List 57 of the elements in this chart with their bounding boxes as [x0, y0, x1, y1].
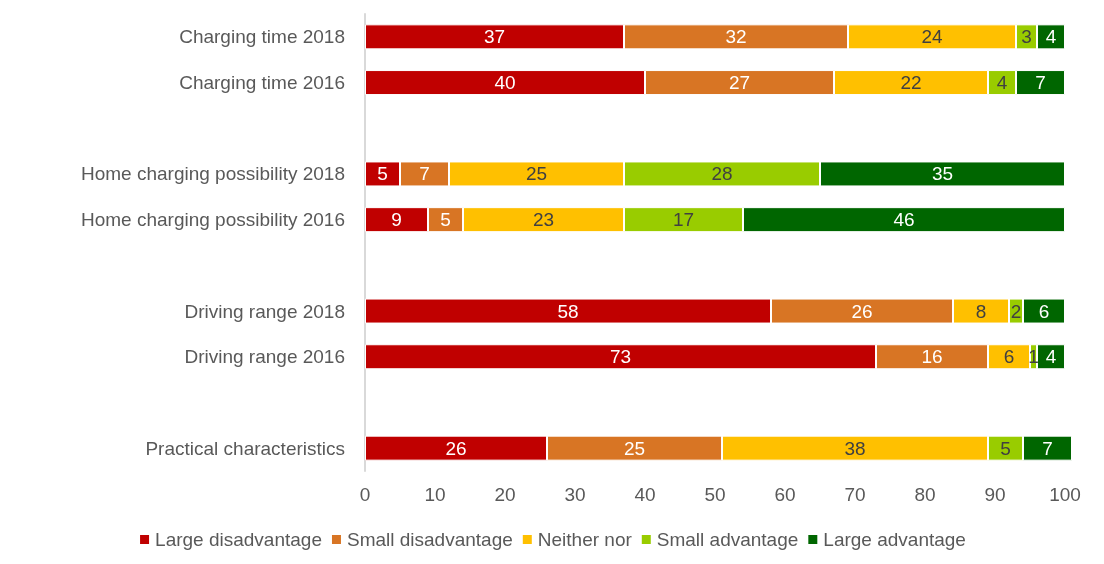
x-tick-label: 100	[1049, 484, 1081, 505]
y-tick-label: Charging time 2018	[179, 26, 345, 48]
data-label: 8	[975, 300, 987, 322]
data-label: 3	[1021, 26, 1032, 48]
data-label: 37	[483, 26, 506, 48]
data-label: 9	[391, 209, 402, 231]
data-label: 27	[728, 72, 751, 94]
y-tick-label: Home charging possibility 2018	[80, 163, 345, 185]
data-label: 26	[851, 300, 873, 322]
legend-label: Large disadvantage	[155, 529, 322, 550]
data-label: 6	[1038, 300, 1050, 322]
legend-label: Large advantage	[823, 529, 966, 550]
x-tick-label: 70	[844, 484, 866, 505]
x-tick-label: 90	[984, 484, 1006, 505]
x-tick-label: 0	[359, 484, 371, 505]
data-label: 2	[1010, 300, 1022, 322]
data-label: 16	[921, 346, 943, 368]
data-label: 5	[1000, 437, 1011, 459]
data-label: 58	[557, 300, 579, 322]
x-tick-label: 20	[494, 484, 516, 505]
y-tick-label: Driving range 2018	[184, 300, 345, 322]
x-tick-label: 40	[634, 484, 656, 505]
data-label: 28	[711, 163, 733, 185]
data-label: 5	[377, 163, 388, 185]
y-tick-label: Practical characteristics	[145, 437, 345, 459]
legend-label: Small advantage	[656, 529, 799, 550]
data-label: 4	[1045, 26, 1057, 48]
data-label: 6	[1003, 346, 1015, 368]
data-label: 23	[532, 209, 555, 231]
x-tick-label: 50	[704, 484, 726, 505]
data-label: 25	[525, 163, 548, 185]
y-tick-label: Home charging possibility 2016	[80, 209, 345, 231]
legend-label: Neither nor	[537, 529, 633, 550]
x-tick-label: 80	[914, 484, 936, 505]
legend-label: Small disadvantage	[346, 529, 513, 550]
data-label: 26	[445, 437, 467, 459]
data-label: 73	[609, 346, 632, 368]
x-tick-label: 30	[564, 484, 586, 505]
data-label: 4	[1045, 346, 1057, 368]
x-tick-label: 10	[424, 484, 446, 505]
data-label: 7	[1042, 437, 1053, 459]
data-label: 46	[893, 209, 915, 231]
data-label: 4	[996, 72, 1008, 94]
data-label: 32	[725, 26, 747, 48]
y-tick-label: Charging time 2016	[179, 72, 345, 94]
data-label: 17	[672, 209, 695, 231]
data-label: 24	[921, 26, 943, 48]
data-label: 25	[623, 437, 646, 459]
x-tick-label: 60	[774, 484, 796, 505]
data-label: 5	[440, 209, 451, 231]
data-label: 35	[931, 163, 954, 185]
y-tick-label: Driving range 2016	[184, 346, 345, 368]
data-label: 7	[419, 163, 430, 185]
data-label: 22	[900, 72, 922, 94]
data-label: 7	[1035, 72, 1046, 94]
data-label: 38	[844, 437, 866, 459]
data-label: 40	[494, 72, 516, 94]
